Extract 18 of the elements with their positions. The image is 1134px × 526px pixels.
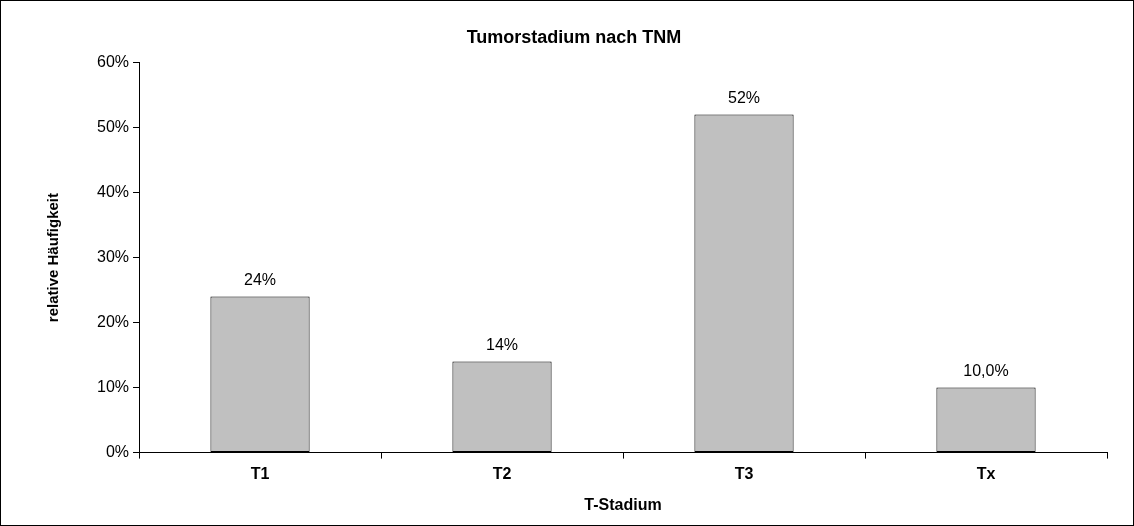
chart-title: Tumorstadium nach TNM: [466, 26, 682, 47]
y-tick-label: 10%: [96, 378, 130, 396]
x-tick-label: Tx: [976, 464, 996, 482]
data-label: 24%: [244, 271, 277, 289]
data-label: 52%: [727, 89, 761, 107]
y-axis-title: relative Häufigkeit: [44, 192, 62, 323]
y-tick-label: 50%: [96, 118, 130, 136]
x-axis-title: T-Stadium: [584, 495, 662, 513]
y-tick-label: 60%: [96, 53, 130, 71]
y-tick-label: 40%: [96, 183, 130, 201]
data-label: 14%: [486, 336, 519, 354]
y-tick-label: 0%: [105, 443, 130, 461]
x-tick-label: T2: [492, 464, 512, 482]
y-tick-label: 20%: [96, 313, 130, 331]
x-tick-label: T1: [250, 464, 270, 482]
data-label: 10,0%: [963, 362, 1009, 380]
x-tick-label: T3: [734, 464, 754, 482]
y-tick-label: 30%: [96, 248, 130, 266]
